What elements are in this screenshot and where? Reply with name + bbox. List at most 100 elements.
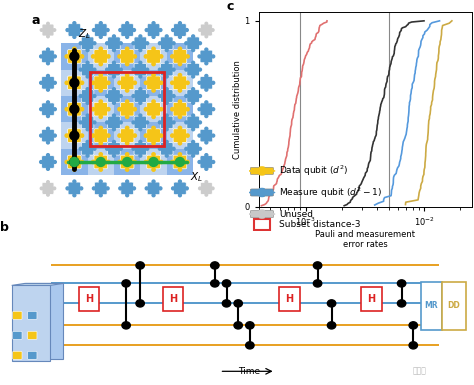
Circle shape xyxy=(144,107,148,112)
Circle shape xyxy=(80,54,84,59)
Circle shape xyxy=(79,186,83,190)
Circle shape xyxy=(198,67,202,72)
FancyBboxPatch shape xyxy=(94,102,108,116)
Circle shape xyxy=(409,322,418,329)
Circle shape xyxy=(46,61,50,65)
Circle shape xyxy=(125,35,129,39)
Circle shape xyxy=(204,87,209,91)
FancyBboxPatch shape xyxy=(187,63,200,76)
Circle shape xyxy=(99,62,103,66)
Circle shape xyxy=(204,74,209,79)
Circle shape xyxy=(53,81,57,85)
Circle shape xyxy=(118,41,123,45)
Circle shape xyxy=(172,28,175,32)
Circle shape xyxy=(39,28,44,32)
FancyBboxPatch shape xyxy=(173,182,186,195)
Circle shape xyxy=(99,180,103,184)
FancyBboxPatch shape xyxy=(147,129,160,142)
FancyBboxPatch shape xyxy=(81,90,94,102)
Circle shape xyxy=(112,87,116,91)
Circle shape xyxy=(149,157,158,166)
FancyBboxPatch shape xyxy=(173,129,187,142)
Circle shape xyxy=(123,157,132,166)
Circle shape xyxy=(178,21,182,25)
Circle shape xyxy=(211,54,215,59)
Circle shape xyxy=(99,179,103,184)
Circle shape xyxy=(99,141,103,146)
Circle shape xyxy=(158,28,163,32)
Circle shape xyxy=(39,81,43,85)
FancyBboxPatch shape xyxy=(13,331,22,339)
Circle shape xyxy=(184,94,188,98)
FancyBboxPatch shape xyxy=(42,129,55,142)
Circle shape xyxy=(132,107,137,112)
Circle shape xyxy=(136,262,145,269)
Circle shape xyxy=(65,28,70,32)
Circle shape xyxy=(197,81,201,85)
Text: DD: DD xyxy=(447,301,460,310)
Circle shape xyxy=(132,160,137,164)
Circle shape xyxy=(210,280,219,287)
FancyBboxPatch shape xyxy=(201,77,212,89)
Circle shape xyxy=(136,300,145,307)
Circle shape xyxy=(172,67,176,72)
Circle shape xyxy=(198,41,202,45)
Circle shape xyxy=(138,60,143,65)
Circle shape xyxy=(99,21,103,25)
FancyBboxPatch shape xyxy=(94,129,108,142)
Circle shape xyxy=(85,113,90,118)
Circle shape xyxy=(185,107,190,112)
Circle shape xyxy=(53,81,56,85)
Circle shape xyxy=(46,74,50,78)
Circle shape xyxy=(106,133,111,138)
Circle shape xyxy=(112,34,116,39)
Circle shape xyxy=(204,153,209,157)
Circle shape xyxy=(105,147,109,151)
FancyBboxPatch shape xyxy=(250,167,273,174)
Circle shape xyxy=(313,262,322,269)
Circle shape xyxy=(246,322,254,329)
Circle shape xyxy=(191,34,195,39)
FancyBboxPatch shape xyxy=(68,24,80,36)
Circle shape xyxy=(132,186,136,191)
FancyBboxPatch shape xyxy=(68,50,81,63)
Circle shape xyxy=(46,166,50,171)
Circle shape xyxy=(39,134,43,138)
Circle shape xyxy=(85,74,90,79)
Circle shape xyxy=(151,114,156,119)
Circle shape xyxy=(79,186,83,191)
Circle shape xyxy=(72,21,76,25)
Circle shape xyxy=(72,167,77,172)
Circle shape xyxy=(46,180,50,184)
Circle shape xyxy=(64,54,69,59)
Circle shape xyxy=(73,34,76,39)
Circle shape xyxy=(72,193,76,198)
Circle shape xyxy=(269,191,275,194)
FancyBboxPatch shape xyxy=(250,211,273,218)
Circle shape xyxy=(198,147,202,151)
Circle shape xyxy=(234,300,242,307)
Circle shape xyxy=(144,80,148,85)
Circle shape xyxy=(178,126,182,131)
Circle shape xyxy=(53,160,57,164)
Circle shape xyxy=(151,179,155,184)
FancyBboxPatch shape xyxy=(361,286,382,311)
Circle shape xyxy=(178,193,182,198)
Circle shape xyxy=(125,126,129,131)
Circle shape xyxy=(132,133,137,138)
FancyBboxPatch shape xyxy=(68,182,80,194)
Circle shape xyxy=(211,134,215,138)
Circle shape xyxy=(151,21,155,25)
Circle shape xyxy=(145,186,149,191)
Circle shape xyxy=(46,114,50,118)
Circle shape xyxy=(211,107,215,111)
Circle shape xyxy=(409,342,418,349)
Circle shape xyxy=(80,133,84,138)
Circle shape xyxy=(259,174,265,176)
Circle shape xyxy=(125,62,129,66)
Circle shape xyxy=(85,60,90,65)
Circle shape xyxy=(204,193,209,197)
Circle shape xyxy=(211,160,215,164)
Circle shape xyxy=(198,120,202,124)
Text: 叠子位: 叠子位 xyxy=(413,367,427,375)
